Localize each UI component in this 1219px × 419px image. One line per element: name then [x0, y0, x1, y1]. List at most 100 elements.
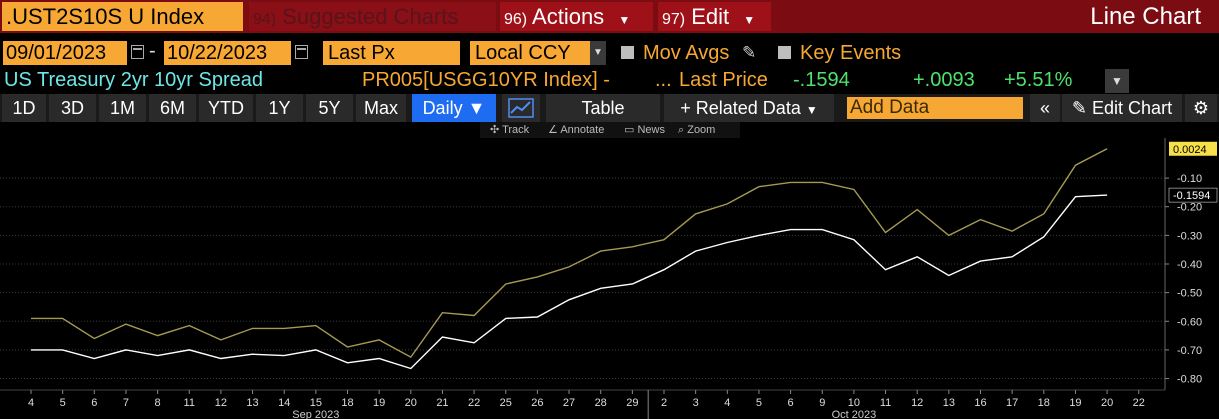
change-value: +.0093: [913, 69, 975, 91]
period-1m[interactable]: 1M: [99, 94, 146, 122]
x-tick-label: 10: [848, 397, 860, 409]
x-tick-label: 20: [1101, 397, 1113, 409]
chart-type-title: Line Chart: [1090, 3, 1201, 30]
news-label: News: [637, 124, 665, 136]
last-value-badge: [1168, 187, 1218, 203]
frequency-dropdown[interactable]: Daily ▼: [412, 94, 496, 122]
collapse-left-icon[interactable]: «: [1030, 94, 1060, 122]
actions-menu[interactable]: 96) Actions ▼: [500, 2, 653, 31]
x-tick-label: 19: [1069, 397, 1081, 409]
x-tick-label: 6: [91, 397, 97, 409]
x-tick-label: 14: [278, 397, 290, 409]
caret-down-icon: ▼: [467, 98, 486, 118]
x-tick-label: 13: [943, 397, 955, 409]
annotate-tool[interactable]: ∠ Annotate: [548, 122, 604, 138]
calendar-icon[interactable]: [295, 45, 308, 59]
last-value-label: -0.1594: [1173, 190, 1210, 202]
edit-chart-button[interactable]: ✎ Edit Chart: [1062, 94, 1182, 122]
x-tick-label: 5: [756, 397, 762, 409]
y-tick-label: -0.20: [1177, 202, 1202, 214]
x-tick-label: 5: [60, 397, 66, 409]
period-1y[interactable]: 1Y: [256, 94, 303, 122]
zoom-tool[interactable]: ⌕ Zoom: [678, 122, 715, 138]
x-tick-label: 15: [310, 397, 322, 409]
x-tick-label: 17: [1006, 397, 1018, 409]
news-icon: ▭: [624, 124, 638, 136]
security-ticker-field[interactable]: .UST2S10S U Index: [2, 2, 243, 31]
period-6m[interactable]: 6M: [149, 94, 196, 122]
calendar-icon[interactable]: [131, 45, 144, 59]
x-tick-label: 19: [373, 397, 385, 409]
last-value-badge: [1169, 141, 1217, 156]
x-tick-label: 22: [1133, 397, 1145, 409]
x-tick-label: 20: [405, 397, 417, 409]
end-date-input[interactable]: 10/22/2023: [164, 41, 291, 65]
actions-number: 96): [504, 11, 528, 28]
y-tick-label: -0.10: [1177, 173, 1202, 185]
x-tick-label: 2: [661, 397, 667, 409]
line-chart[interactable]: -0.10 -0.20 -0.30 -0.40 -0.50 -0.60 -0.70 -0.80…: [0, 138, 1219, 419]
caret-down-icon: ▼: [618, 13, 631, 27]
legend-toggle-down-icon[interactable]: ▼: [1105, 69, 1129, 93]
x-tick-label: 26: [531, 397, 543, 409]
y-tick-label: -0.50: [1177, 288, 1202, 300]
y-tick-label: -0.40: [1177, 259, 1202, 271]
y-tick-label: -0.80: [1177, 374, 1202, 386]
add-data-input[interactable]: Add Data: [847, 97, 1023, 119]
field-selector[interactable]: Last Px: [323, 41, 460, 65]
x-tick-label: 16: [974, 397, 986, 409]
x-tick-label: 12: [215, 397, 227, 409]
x-tick-label: 11: [880, 397, 891, 409]
related-data-dropdown[interactable]: + Related Data ▼: [664, 94, 834, 122]
x-tick-label: 4: [724, 397, 730, 409]
mov-avgs-checkbox[interactable]: [621, 46, 634, 59]
annotate-icon: ∠: [548, 124, 561, 136]
pencil-icon: ✎: [1071, 98, 1088, 118]
period-ytd[interactable]: YTD: [199, 94, 253, 122]
last-price-value: -.1594: [793, 69, 850, 91]
track-tool[interactable]: ✣ Track: [490, 122, 529, 138]
line-chart-toggle[interactable]: [502, 94, 540, 122]
x-tick-label: 18: [1038, 397, 1050, 409]
line-chart-icon: [508, 98, 534, 118]
y-tick-label: -0.30: [1177, 230, 1202, 242]
key-events-checkbox[interactable]: [778, 46, 791, 59]
x-tick-label: 29: [626, 397, 638, 409]
x-tick-label: 4: [28, 397, 34, 409]
edit-number: 97): [662, 11, 686, 28]
frequency-label: Daily: [422, 98, 463, 118]
related-data-label: Related Data: [695, 98, 801, 118]
y-tick-label: -0.60: [1177, 316, 1202, 328]
series-line: [31, 194, 1108, 370]
chevron-down-icon[interactable]: ▼: [590, 41, 606, 65]
x-tick-label: 6: [788, 397, 794, 409]
x-tick-label: 7: [123, 397, 129, 409]
edit-label: Edit: [691, 4, 730, 29]
pencil-icon[interactable]: ✎: [742, 43, 757, 62]
key-events-label: Key Events: [800, 42, 902, 64]
x-tick-label: 8: [155, 397, 161, 409]
suggested-charts-menu[interactable]: 94) Suggested Charts: [249, 2, 496, 31]
period-max[interactable]: Max: [356, 94, 406, 122]
track-label: Track: [502, 124, 530, 136]
start-date-input[interactable]: 09/01/2023: [3, 41, 127, 65]
period-1d[interactable]: 1D: [2, 94, 46, 122]
chart-toolbar: 1D 3D 1M 6M YTD 1Y 5Y Max Daily ▼ Table …: [0, 94, 1219, 122]
period-3d[interactable]: 3D: [49, 94, 96, 122]
suggested-charts-label: Suggested Charts: [282, 4, 459, 29]
news-tool[interactable]: ▭ News: [624, 122, 665, 138]
x-tick-label: 21: [436, 397, 448, 409]
edit-menu[interactable]: 97) Edit ▼: [658, 2, 771, 31]
caret-down-icon: ▼: [743, 13, 756, 27]
edit-chart-label: Edit Chart: [1092, 98, 1173, 118]
currency-selector[interactable]: Local CCY: [470, 41, 590, 65]
mov-avgs-label: Mov Avgs: [643, 42, 730, 64]
gear-icon[interactable]: ⚙: [1185, 94, 1217, 122]
table-button[interactable]: Table: [546, 94, 660, 122]
ellipsis: ...: [655, 69, 672, 91]
crosshair-icon: ✣: [490, 124, 503, 136]
x-tick-label: 27: [563, 397, 575, 409]
x-tick-label: 13: [246, 397, 258, 409]
period-5y[interactable]: 5Y: [306, 94, 353, 122]
chart-tools-bar: [480, 122, 740, 138]
